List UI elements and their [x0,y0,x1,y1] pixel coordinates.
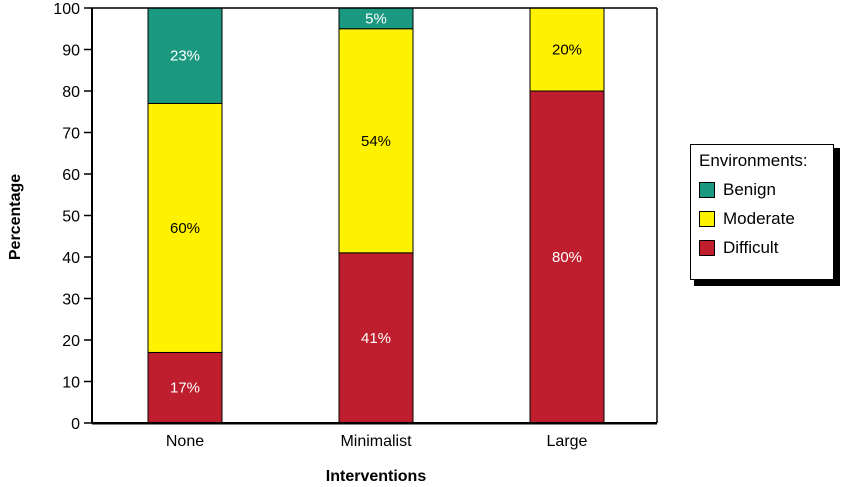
bar-large-difficult [529,90,605,424]
y-tick-label-0: 0 [71,416,80,433]
data-label-minimalist-moderate: 54% [361,133,391,150]
y-axis-ticks: 0 10 20 30 40 50 60 70 80 90 100 [53,1,92,433]
x-tick-label-minimalist: Minimalist [340,433,412,450]
legend-label-moderate: Moderate [723,209,795,228]
legend-label-benign: Benign [723,180,776,199]
data-label-none-difficult: 17% [170,380,200,397]
bars: 17% 60% 23% 41% 54% 5% 80% 20% [147,7,605,424]
bar-none-difficult [147,351,223,424]
bar-minimalist-difficult [338,252,414,424]
y-tick-label-100: 100 [53,1,80,18]
legend-box: Environments: Benign Moderate Difficult [690,144,834,280]
data-label-minimalist-difficult: 41% [361,330,391,347]
x-tick-label-none: None [166,433,204,450]
legend-title: Environments: [699,151,808,170]
legend-label-difficult: Difficult [723,238,779,257]
bar-minimalist-moderate [338,28,414,254]
data-label-large-difficult: 80% [552,249,582,266]
y-tick-label-40: 40 [62,250,80,267]
y-tick-label-90: 90 [62,43,80,60]
legend-swatch-benign [699,182,715,198]
axes [91,7,658,425]
legend-swatch-difficult [699,240,715,256]
legend: Environments: Benign Moderate Difficult [690,144,840,286]
y-tick-label-60: 60 [62,167,80,184]
y-tick-label-80: 80 [62,84,80,101]
legend-item-benign: Benign [699,179,776,201]
legend-item-difficult: Difficult [699,237,778,259]
y-tick-label-20: 20 [62,333,80,350]
x-axis-title: Interventions [326,468,427,485]
y-tick-label-10: 10 [62,375,80,392]
data-label-none-benign: 23% [170,48,200,65]
y-tick-label-30: 30 [62,292,80,309]
y-tick-label-70: 70 [62,126,80,143]
legend-swatch-moderate [699,211,715,227]
y-tick-label-50: 50 [62,209,80,226]
bar-none-benign [147,7,223,104]
x-axis-tick-labels: None Minimalist Large [166,433,588,450]
data-label-none-moderate: 60% [170,220,200,237]
data-label-minimalist-benign: 5% [365,10,387,27]
data-label-large-moderate: 20% [552,42,582,59]
x-tick-label-large: Large [547,433,588,450]
y-axis-title: Percentage [7,174,24,260]
legend-item-moderate: Moderate [699,208,795,230]
